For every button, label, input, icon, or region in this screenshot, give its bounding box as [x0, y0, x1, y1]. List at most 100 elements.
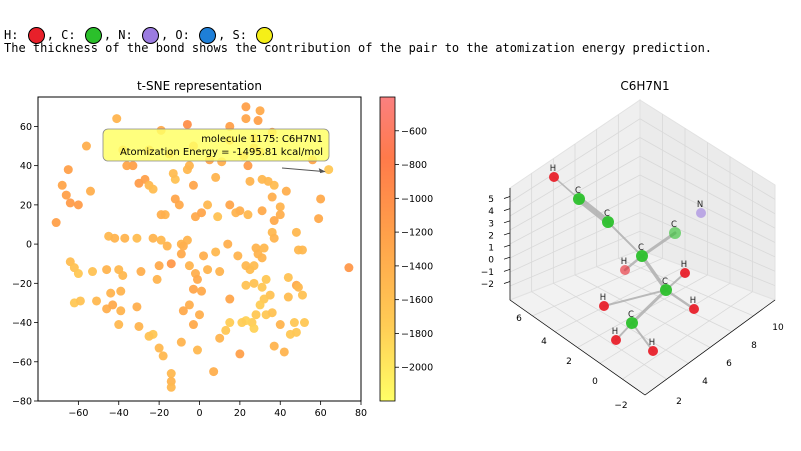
element-color-legend: H: , C: , N: , O: , S:: [4, 26, 275, 44]
tsne-point: [279, 347, 289, 357]
tsne-point: [267, 308, 277, 318]
tsne-point: [283, 292, 293, 302]
tsne-point: [259, 243, 269, 253]
tsne-point: [267, 192, 277, 202]
x-axis-tick-label: 6: [726, 359, 732, 369]
tsne-point: [261, 274, 271, 284]
grid-line: [639, 193, 776, 258]
y-tick-label: −40: [12, 318, 32, 329]
tsne-point: [257, 253, 267, 263]
tsne-point: [192, 345, 202, 355]
tsne-point: [275, 202, 285, 212]
tsne-point: [324, 165, 334, 175]
atom-label: N: [697, 200, 703, 210]
tsne-point: [221, 325, 231, 335]
tsne-point: [184, 161, 194, 171]
tsne-point: [297, 245, 307, 255]
tsne-point: [237, 318, 247, 328]
grid-3d: [509, 114, 776, 380]
tsne-point: [245, 176, 255, 186]
y-axis-tick-label: −2: [614, 401, 627, 411]
atom: [611, 335, 621, 345]
tsne-point: [257, 206, 267, 216]
tsne-point: [154, 261, 164, 271]
tsne-point: [152, 274, 162, 284]
tsne-point: [63, 165, 73, 175]
grid-line: [509, 137, 641, 217]
tsne-point: [188, 320, 198, 330]
tsne-point: [192, 274, 202, 284]
z-tick: [503, 256, 511, 260]
tsne-point: [293, 282, 303, 292]
tsne-point: [241, 280, 251, 290]
atom: [549, 172, 559, 182]
x-tick-label: 60: [315, 408, 327, 419]
tsne-point: [106, 288, 116, 298]
tsne-point: [249, 278, 259, 288]
tsne-point: [136, 267, 146, 277]
bond: [576, 196, 611, 225]
legend-swatch: [27, 26, 45, 44]
x-tick-label: 40: [274, 408, 286, 419]
atom: [573, 193, 585, 205]
atom-label: C: [638, 243, 644, 253]
y-tick-label: −80: [12, 397, 32, 408]
atom-label: H: [649, 338, 655, 348]
tsne-point: [241, 114, 251, 124]
tsne-point: [275, 320, 285, 330]
tsne-point: [289, 318, 299, 328]
tsne-point: [73, 200, 83, 210]
legend-swatch: [199, 26, 217, 44]
x-tick-label: 20: [234, 408, 246, 419]
bond: [630, 288, 668, 325]
z-tick: [503, 244, 511, 248]
x-axis-tick-label: 8: [751, 341, 757, 351]
y-axis-tick-label: 0: [592, 377, 598, 387]
atom-label: H: [690, 296, 696, 306]
x-tick-label: −60: [68, 408, 88, 419]
bonds: [553, 176, 696, 352]
tsne-point: [114, 320, 124, 330]
y-tick-label: 40: [20, 161, 32, 172]
grid-line: [509, 212, 641, 273]
atom-label: C: [671, 220, 677, 230]
tsne-point: [158, 351, 168, 361]
y-tick-label: −20: [12, 279, 32, 290]
tsne-point: [120, 233, 130, 243]
tsne-point: [225, 294, 235, 304]
z-tick: [503, 196, 511, 199]
tsne-point: [162, 241, 172, 251]
grid-line: [622, 291, 753, 380]
atom-label: H: [612, 327, 618, 337]
annotation-box: [102, 128, 330, 162]
tsne-point: [170, 194, 180, 204]
grid-line: [639, 155, 776, 229]
y-axis-tick-label: 2: [566, 357, 572, 367]
atom-label: H: [621, 257, 627, 267]
tsne-point: [57, 180, 67, 190]
tsne-point: [102, 265, 112, 275]
tsne-point: [314, 214, 324, 224]
tsne-point: [112, 114, 122, 124]
legend-swatch: [141, 26, 159, 44]
grid-line: [639, 118, 776, 200]
tsne-point: [116, 286, 126, 296]
tsne-point: [255, 300, 265, 310]
grid-line: [509, 230, 641, 287]
legend-label: , O:: [160, 28, 198, 42]
grid-line: [639, 137, 776, 215]
atom-label: H: [550, 164, 556, 174]
tsne-point: [199, 251, 209, 261]
tsne-point: [73, 269, 83, 279]
x-tick-label: −20: [149, 408, 169, 419]
tsne-point: [178, 306, 188, 316]
tsne-point: [275, 210, 285, 220]
tsne-point: [269, 216, 279, 226]
tsne-point: [184, 261, 194, 271]
tsne-point: [166, 369, 176, 379]
tsne-title: t-SNE representation: [137, 79, 262, 93]
tsne-point: [156, 235, 166, 245]
tsne-point: [122, 161, 132, 171]
grid-line: [509, 118, 641, 203]
